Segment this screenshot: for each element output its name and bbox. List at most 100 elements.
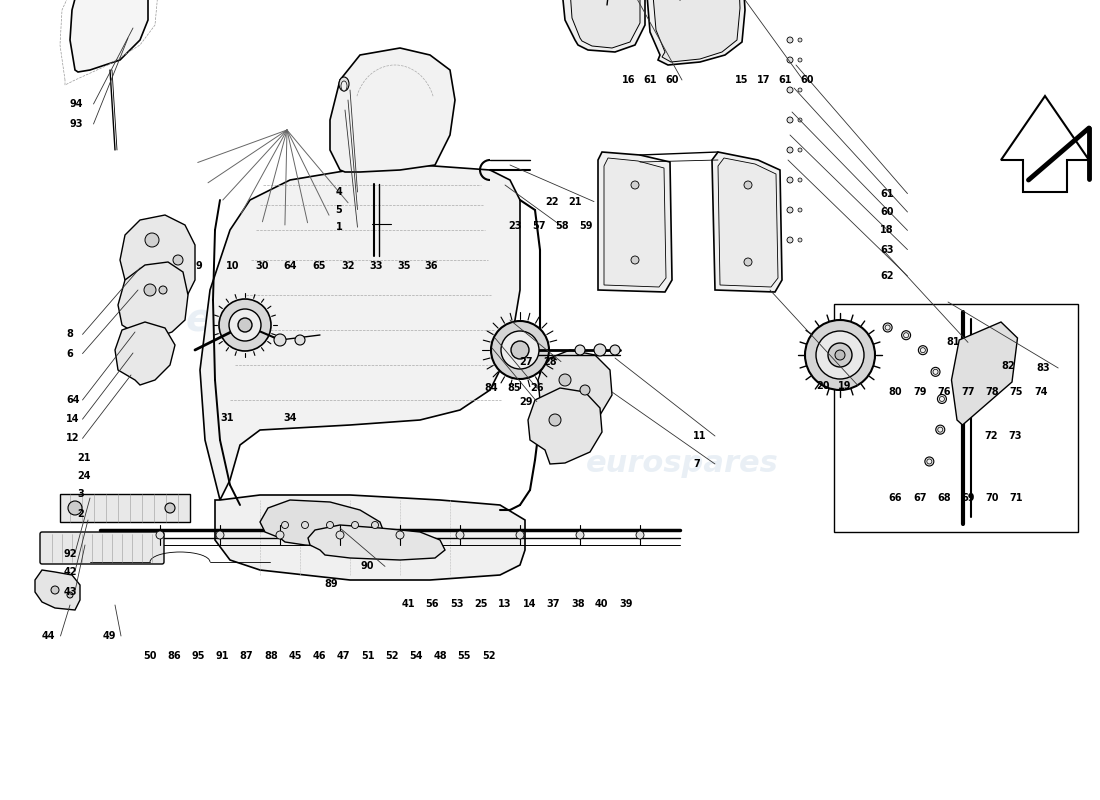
Text: 46: 46 (312, 651, 326, 661)
Ellipse shape (575, 345, 585, 355)
Text: 33: 33 (370, 261, 383, 270)
Ellipse shape (512, 341, 529, 359)
Polygon shape (200, 165, 520, 500)
Polygon shape (647, 0, 745, 65)
Ellipse shape (500, 331, 539, 369)
Text: 72: 72 (984, 431, 998, 441)
Ellipse shape (902, 330, 911, 340)
Ellipse shape (156, 531, 164, 539)
Text: 22: 22 (546, 197, 559, 206)
Text: 7: 7 (693, 459, 700, 469)
Text: 3: 3 (77, 490, 84, 499)
Ellipse shape (341, 81, 346, 91)
Ellipse shape (301, 522, 308, 529)
Ellipse shape (937, 394, 946, 403)
Ellipse shape (918, 346, 927, 354)
Polygon shape (116, 322, 175, 385)
Text: 58: 58 (556, 221, 569, 230)
Text: 94: 94 (69, 99, 82, 109)
Text: 69: 69 (961, 493, 975, 502)
Bar (834, 304, 1078, 532)
Ellipse shape (886, 325, 890, 330)
Ellipse shape (165, 503, 175, 513)
Ellipse shape (921, 348, 925, 353)
Ellipse shape (594, 344, 606, 356)
Text: 86: 86 (167, 651, 180, 661)
Ellipse shape (396, 531, 404, 539)
Ellipse shape (798, 38, 802, 42)
Text: 88: 88 (264, 651, 277, 661)
Ellipse shape (786, 87, 793, 93)
Polygon shape (35, 570, 80, 610)
Polygon shape (604, 158, 666, 287)
Ellipse shape (786, 237, 793, 243)
Text: 51: 51 (361, 651, 374, 661)
Text: 71: 71 (1010, 493, 1023, 502)
Ellipse shape (828, 343, 852, 367)
Text: 57: 57 (532, 221, 546, 230)
Text: 6: 6 (66, 349, 73, 358)
Text: 42: 42 (64, 567, 77, 577)
Ellipse shape (352, 522, 359, 529)
Ellipse shape (238, 318, 252, 332)
Text: 66: 66 (889, 493, 902, 502)
Ellipse shape (925, 457, 934, 466)
Text: 4: 4 (336, 187, 342, 197)
Ellipse shape (798, 118, 802, 122)
Text: 29: 29 (519, 397, 532, 406)
Ellipse shape (927, 459, 932, 464)
Text: 44: 44 (42, 631, 55, 641)
Ellipse shape (798, 88, 802, 92)
Polygon shape (538, 350, 612, 425)
Text: 49: 49 (102, 631, 116, 641)
Ellipse shape (631, 181, 639, 189)
Ellipse shape (145, 233, 160, 247)
Text: 68: 68 (937, 493, 950, 502)
Text: 59: 59 (580, 221, 593, 230)
Ellipse shape (456, 531, 464, 539)
Ellipse shape (798, 58, 802, 62)
Text: 61: 61 (779, 75, 792, 85)
Polygon shape (1001, 96, 1089, 192)
Text: 62: 62 (880, 271, 893, 281)
Ellipse shape (744, 181, 752, 189)
Text: 1: 1 (336, 222, 342, 232)
Ellipse shape (339, 77, 349, 91)
Text: 64: 64 (66, 395, 79, 405)
Ellipse shape (786, 147, 793, 153)
Polygon shape (214, 495, 525, 580)
Text: 75: 75 (1010, 387, 1023, 397)
Text: 39: 39 (619, 599, 632, 609)
Polygon shape (952, 322, 1018, 425)
Ellipse shape (805, 320, 874, 390)
Text: 5: 5 (336, 205, 342, 214)
Text: 9: 9 (196, 261, 202, 270)
Polygon shape (120, 215, 195, 312)
Ellipse shape (336, 531, 344, 539)
Ellipse shape (160, 286, 167, 294)
Text: 16: 16 (621, 75, 635, 85)
Ellipse shape (786, 57, 793, 63)
Text: 14: 14 (66, 414, 79, 424)
Ellipse shape (372, 522, 378, 529)
Polygon shape (330, 48, 455, 172)
Polygon shape (308, 525, 446, 560)
Text: 54: 54 (409, 651, 422, 661)
Text: 37: 37 (547, 599, 560, 609)
Text: 40: 40 (595, 599, 608, 609)
Ellipse shape (276, 531, 284, 539)
Text: 31: 31 (220, 413, 233, 422)
Ellipse shape (274, 334, 286, 346)
Text: 36: 36 (425, 261, 438, 270)
Text: 79: 79 (913, 387, 926, 397)
Text: 30: 30 (255, 261, 268, 270)
Text: 63: 63 (880, 245, 893, 254)
Text: 10: 10 (226, 261, 239, 270)
Text: 77: 77 (961, 387, 975, 397)
Ellipse shape (51, 586, 59, 594)
Ellipse shape (933, 370, 938, 374)
Text: 60: 60 (880, 207, 893, 217)
Text: 50: 50 (143, 651, 156, 661)
Text: 13: 13 (498, 599, 512, 609)
Ellipse shape (936, 425, 945, 434)
